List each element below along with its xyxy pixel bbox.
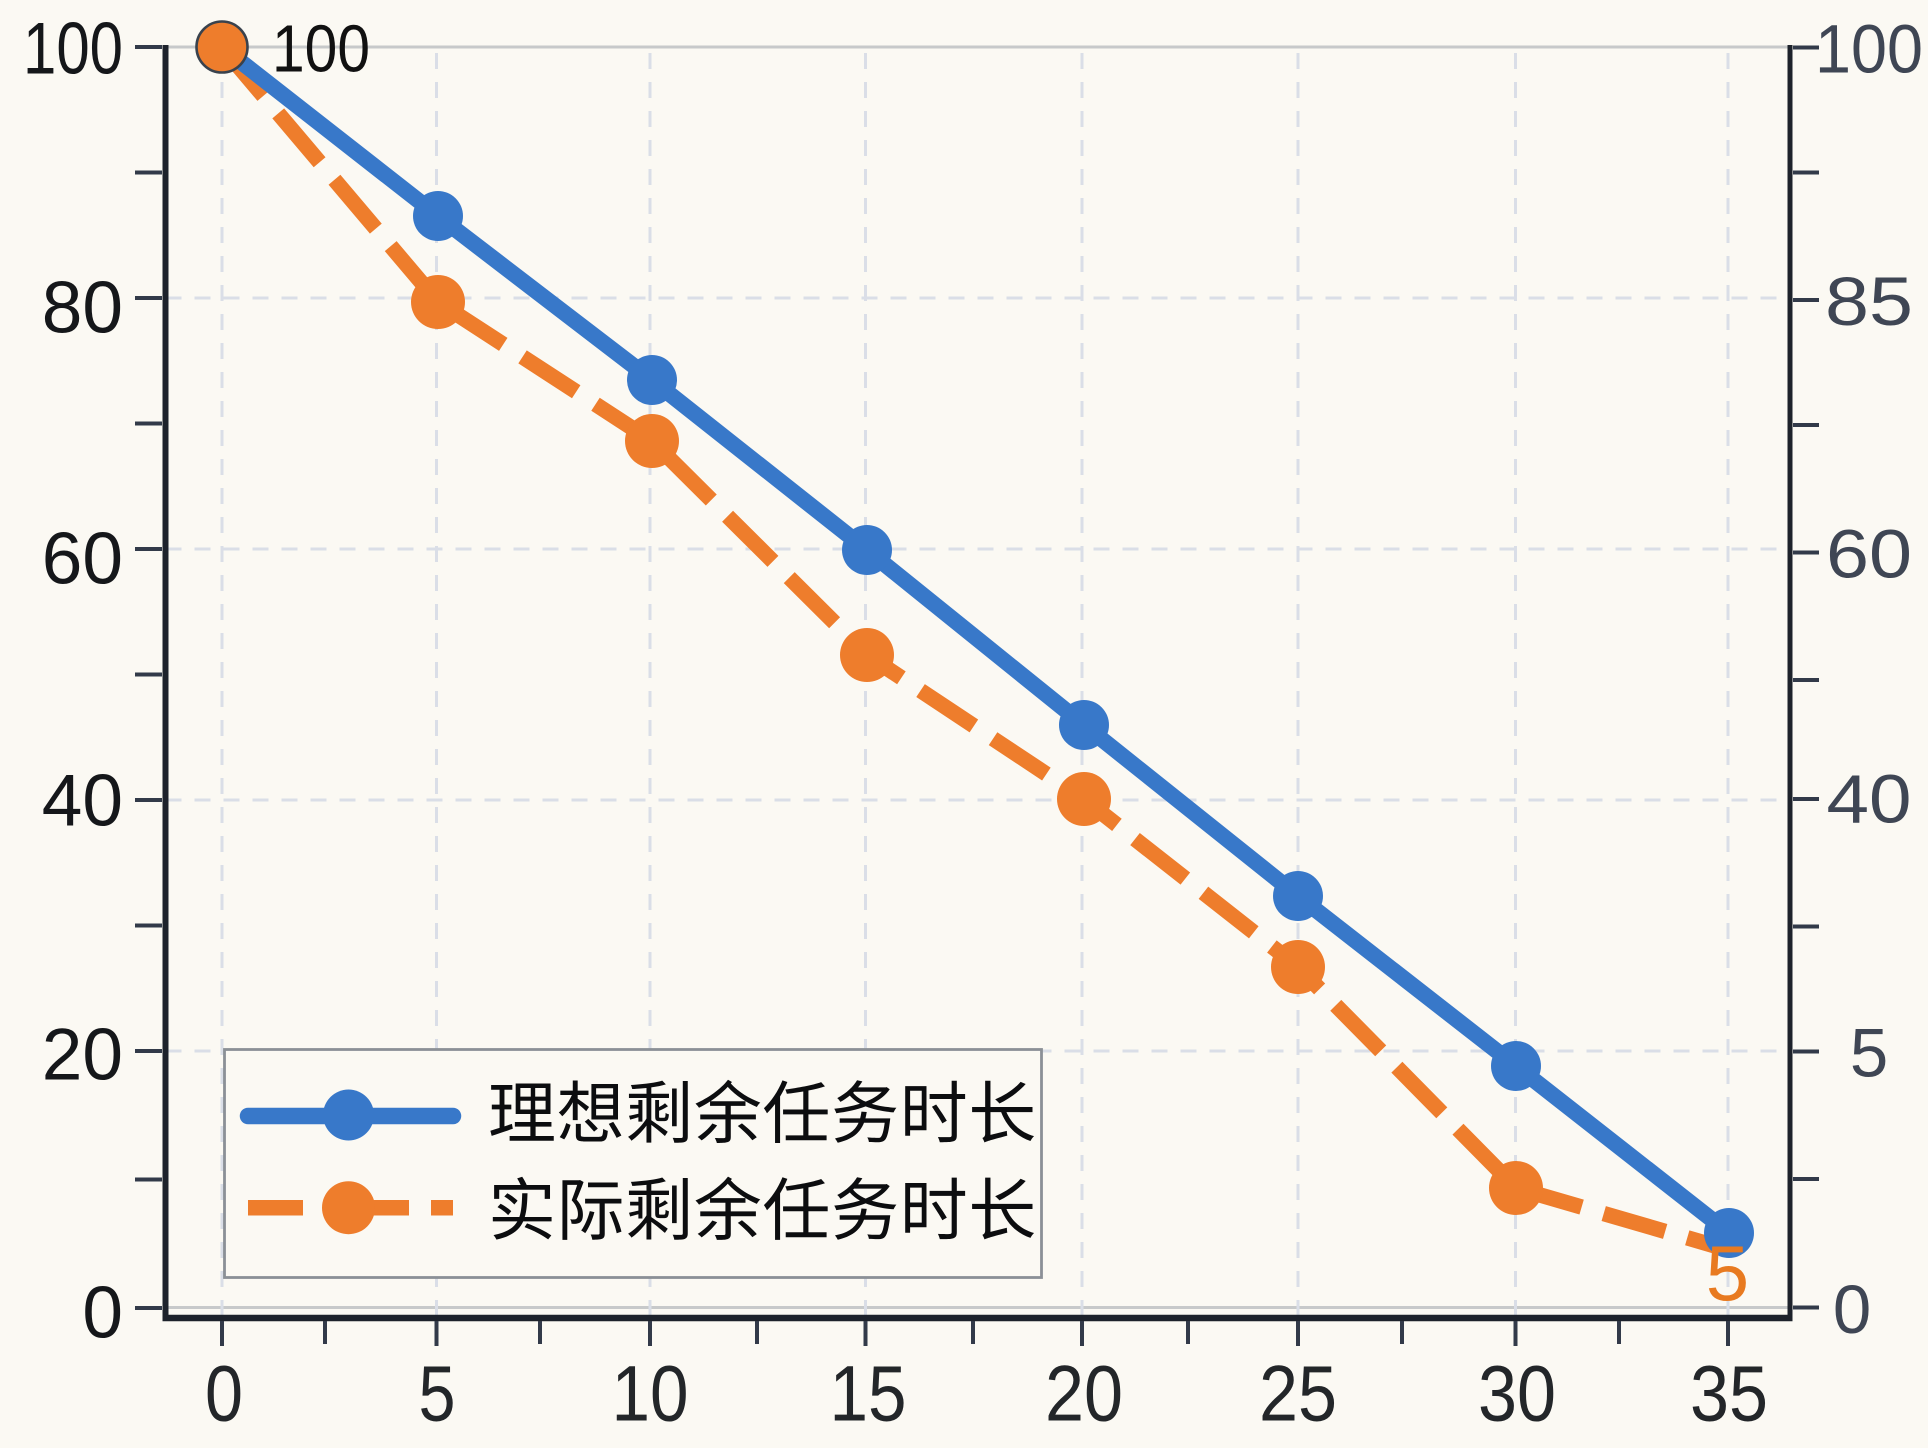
- svg-text:20: 20: [42, 1014, 123, 1095]
- svg-text:30: 30: [1478, 1348, 1556, 1437]
- svg-text:35: 35: [1690, 1348, 1768, 1437]
- svg-text:0: 0: [205, 1348, 243, 1437]
- svg-text:5: 5: [1706, 1229, 1749, 1317]
- svg-text:5: 5: [419, 1348, 456, 1437]
- svg-text:5: 5: [1850, 1014, 1888, 1091]
- svg-text:60: 60: [1826, 515, 1912, 592]
- svg-text:100: 100: [1815, 10, 1923, 87]
- svg-text:85: 85: [1825, 263, 1913, 340]
- svg-text:10: 10: [612, 1348, 689, 1437]
- svg-text:20: 20: [1045, 1348, 1123, 1437]
- svg-text:40: 40: [1827, 760, 1912, 837]
- svg-text:100: 100: [23, 8, 123, 89]
- svg-text:60: 60: [42, 518, 123, 599]
- svg-text:15: 15: [830, 1348, 907, 1437]
- svg-text:0: 0: [1833, 1271, 1871, 1348]
- svg-text:100: 100: [272, 12, 370, 87]
- svg-text:25: 25: [1259, 1348, 1337, 1437]
- svg-text:80: 80: [42, 267, 123, 348]
- svg-text:0: 0: [82, 1272, 123, 1353]
- svg-text:40: 40: [42, 760, 123, 841]
